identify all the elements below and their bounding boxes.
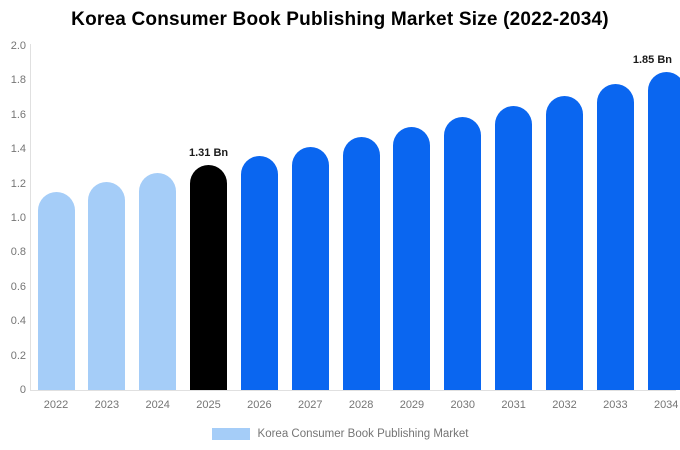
bar-2027: [291, 147, 329, 390]
bar-2023: [88, 181, 126, 390]
y-axis-tick-label: 0.8: [10, 246, 26, 259]
x-axis-label-2026: 2026: [247, 399, 272, 411]
bar-value-label-2034: 1.85 Bn: [632, 53, 672, 66]
bar-2029: [393, 126, 431, 390]
x-axis-label-2033: 2033: [603, 399, 628, 411]
y-axis-tick-label: 1.6: [10, 108, 26, 121]
legend-swatch: [211, 428, 250, 440]
x-axis-label-2027: 2027: [298, 399, 323, 411]
y-axis-line: [30, 44, 31, 390]
bar-2024: [139, 173, 177, 390]
x-axis-label-2030: 2030: [450, 399, 476, 411]
x-axis-label-2024: 2024: [145, 399, 170, 411]
y-axis-tick-label: 0.4: [10, 315, 26, 328]
bar-2030: [444, 116, 482, 390]
y-axis-tick-label: 1.4: [10, 143, 26, 156]
y-axis-tick-label: 0: [19, 384, 26, 396]
bar-2034: [647, 71, 680, 390]
y-axis-tick-label: 1.2: [10, 177, 26, 190]
legend: Korea Consumer Book Publishing Market: [0, 427, 680, 441]
x-axis-label-2031: 2031: [501, 399, 526, 411]
y-axis-tick-label: 2.0: [10, 40, 26, 52]
x-axis-label-2025: 2025: [196, 399, 221, 411]
x-axis-label-2022: 2022: [43, 399, 69, 411]
bar-2033: [596, 83, 634, 390]
y-axis-tick-label: 1.8: [10, 74, 26, 87]
y-axis-tick-label: 0.2: [10, 349, 26, 362]
bar-2025: [190, 164, 228, 390]
bar-value-label-2025: 1.31 Bn: [188, 146, 229, 159]
x-axis-label-2023: 2023: [94, 399, 120, 411]
x-axis-label-2029: 2029: [399, 399, 425, 411]
bar-2032: [546, 95, 583, 390]
x-axis-label-2034: 2034: [653, 399, 679, 411]
x-axis-line: [30, 390, 676, 391]
x-axis-label-2028: 2028: [348, 399, 374, 411]
x-axis-label-2032: 2032: [552, 399, 577, 411]
bar-2022: [37, 192, 75, 390]
chart-title: Korea Consumer Book Publishing Market Si…: [71, 9, 609, 30]
y-axis-tick-label: 0.6: [10, 280, 26, 293]
legend-label: Korea Consumer Book Publishing Market: [257, 428, 469, 440]
bar-2026: [240, 156, 278, 390]
bar-2031: [495, 106, 533, 390]
y-axis-tick-label: 1.0: [10, 212, 26, 224]
bar-2028: [342, 137, 380, 390]
